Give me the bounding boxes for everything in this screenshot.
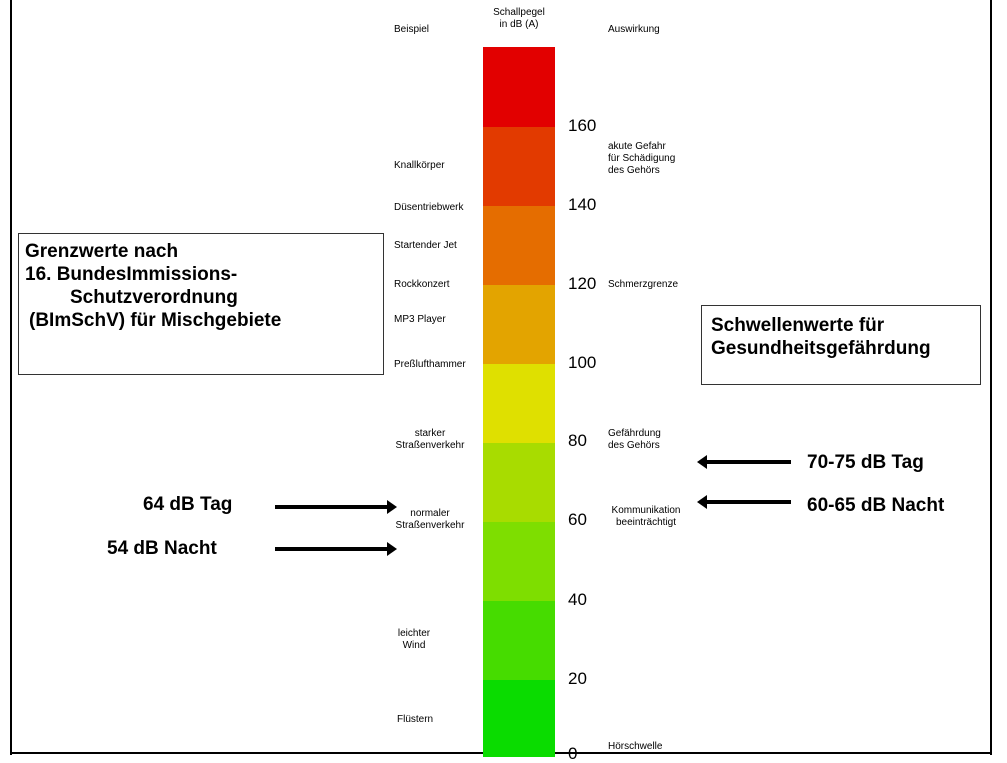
legal-limits-line1: Grenzwerte nach [25, 241, 179, 262]
header-auswirkung: Auswirkung [608, 24, 660, 35]
scale-band-2 [483, 127, 555, 206]
effect-gefaehrdung: Gefährdung des Gehörs [608, 428, 661, 452]
scale-tick-120: 120 [568, 274, 597, 293]
example-mp3-player: MP3 Player [394, 314, 446, 325]
arrow-label-70-75-db-tag: 70-75 dB Tag [807, 452, 924, 473]
decibel-color-scale [483, 47, 555, 757]
example-presslufthammer: Preßlufthammer [394, 359, 466, 370]
legal-limits-box: Grenzwerte nach 16. BundesImmissions- Sc… [18, 233, 384, 375]
arrow-left-70-75-db-tag [697, 455, 791, 469]
health-thresholds-line2: Gesundheitsgefährdung [711, 338, 931, 359]
header-schallpegel-line2: in dB (A) [499, 19, 539, 30]
legal-limits-line2: 16. BundesImmissions- [25, 264, 238, 285]
health-thresholds-line1: Schwellenwerte für [711, 315, 885, 336]
scale-tick-100: 100 [568, 353, 597, 372]
example-leichter-line2: Wind [402, 640, 426, 651]
scale-band-5 [483, 364, 555, 443]
scale-tick-20: 20 [568, 669, 587, 688]
example-fluestern: Flüstern [397, 714, 434, 725]
scale-tick-160: 160 [568, 116, 597, 135]
effect-kommunikation-line2: beeinträchtigt [615, 517, 677, 528]
example-duesentriebwerk: Düsentriebwerk [394, 202, 464, 213]
effect-akute-line3: des Gehörs [608, 165, 660, 176]
scale-band-3 [483, 206, 555, 285]
scale-band-8 [483, 601, 555, 680]
arrow-right-54-db-nacht [275, 542, 397, 556]
header-schallpegel-line1: Schallpegel [493, 7, 545, 18]
arrow-left-60-65-db-nacht [697, 495, 791, 509]
effect-hoerschwelle: Hörschwelle [608, 741, 663, 752]
example-normaler-line2: Straßenverkehr [395, 520, 465, 531]
arrow-label-54-db-nacht: 54 dB Nacht [107, 538, 217, 559]
header-beispiel: Beispiel [394, 24, 430, 35]
effect-akute-line2: für Schädigung [608, 153, 676, 164]
scale-band-1 [483, 47, 555, 127]
example-starker-line1: starker [414, 428, 446, 439]
scale-tick-60: 60 [568, 510, 587, 529]
header-schallpegel: Schallpegel in dB (A) [474, 7, 564, 31]
scale-band-7 [483, 522, 555, 601]
arrow-label-60-65-db-nacht: 60-65 dB Nacht [807, 495, 945, 516]
effect-akute-gefahr: akute Gefahr für Schädigung des Gehörs [608, 141, 675, 177]
scale-tick-0: 0 [568, 744, 578, 763]
frame-right-border [990, 0, 992, 755]
legal-limits-line4: (BImSchV) für Mischgebiete [29, 310, 282, 331]
effect-kommunikation-line1: Kommunikation [611, 505, 681, 516]
example-startender-jet: Startender Jet [394, 240, 457, 251]
scale-tick-40: 40 [568, 590, 587, 609]
effect-gefaehrdung-line1: Gefährdung [608, 428, 661, 439]
scale-tick-140: 140 [568, 195, 597, 214]
example-starker-strassenverkehr: starker Straßenverkehr [380, 428, 480, 452]
legal-limits-line3: Schutzverordnung [70, 287, 238, 308]
arrow-right-64-db-tag [275, 500, 397, 514]
effect-kommunikation: Kommunikation beeinträchtigt [604, 505, 688, 529]
scale-band-4 [483, 285, 555, 364]
example-starker-line2: Straßenverkehr [395, 440, 465, 451]
effect-schmerzgrenze: Schmerzgrenze [608, 279, 679, 290]
scale-tick-80: 80 [568, 431, 587, 450]
example-knallkoerper: Knallkörper [394, 160, 445, 171]
scale-band-9 [483, 680, 555, 757]
frame-left-border [10, 0, 12, 755]
example-rockkonzert: Rockkonzert [394, 279, 450, 290]
example-normaler-strassenverkehr: normaler Straßenverkehr [380, 508, 480, 532]
health-thresholds-box: Schwellenwerte für Gesundheitsgefährdung [701, 305, 981, 385]
arrow-label-64-db-tag: 64 dB Tag [143, 494, 233, 515]
effect-akute-line1: akute Gefahr [608, 141, 666, 152]
scale-band-6 [483, 443, 555, 522]
example-leichter-line1: leichter [397, 628, 431, 639]
example-normaler-line1: normaler [410, 508, 450, 519]
example-leichter-wind: leichter Wind [378, 628, 450, 652]
effect-gefaehrdung-line2: des Gehörs [608, 440, 660, 451]
